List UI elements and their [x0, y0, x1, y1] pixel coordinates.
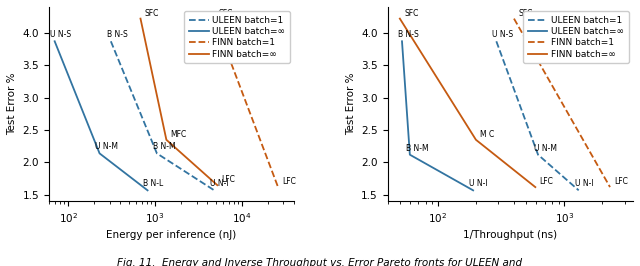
- Text: SFC: SFC: [518, 9, 532, 18]
- Text: B N-M: B N-M: [153, 142, 175, 151]
- ULEEN batch=∞: [398, 40, 406, 43]
- FINN batch=∞: [472, 138, 480, 142]
- ULEEN batch=∞: [144, 189, 152, 192]
- Line: ULEEN batch=∞: ULEEN batch=∞: [402, 41, 473, 190]
- FINN batch=∞: [137, 17, 145, 20]
- Legend: ULEEN batch=1, ULEEN batch=∞, FINN batch=1, FINN batch=∞: ULEEN batch=1, ULEEN batch=∞, FINN batch…: [184, 11, 290, 63]
- Y-axis label: Test Error %: Test Error %: [346, 73, 356, 135]
- FINN batch=∞: [396, 17, 404, 20]
- Text: B N-S: B N-S: [107, 30, 127, 39]
- Text: B N-M: B N-M: [406, 144, 428, 152]
- FINN batch=∞: [214, 184, 221, 187]
- FINN batch=∞: [531, 185, 539, 189]
- Text: U N-M: U N-M: [95, 142, 118, 151]
- Legend: ULEEN batch=1, ULEEN batch=∞, FINN batch=1, FINN batch=∞: ULEEN batch=1, ULEEN batch=∞, FINN batch…: [523, 11, 628, 63]
- Text: LFC: LFC: [282, 177, 296, 186]
- ULEEN batch=1: [153, 152, 161, 155]
- Text: U N-l: U N-l: [469, 179, 488, 188]
- Line: FINN batch=∞: FINN batch=∞: [141, 19, 218, 185]
- Line: ULEEN batch=∞: ULEEN batch=∞: [54, 41, 148, 190]
- Text: U N-l: U N-l: [210, 179, 228, 188]
- X-axis label: Energy per inference (nJ): Energy per inference (nJ): [106, 230, 237, 240]
- ULEEN batch=∞: [96, 152, 104, 155]
- Text: U N-l: U N-l: [575, 179, 593, 188]
- ULEEN batch=1: [211, 189, 218, 192]
- Text: B N-L: B N-L: [143, 179, 164, 188]
- ULEEN batch=∞: [51, 40, 58, 43]
- Text: LFC: LFC: [221, 175, 236, 184]
- Text: SFC: SFC: [145, 9, 159, 18]
- FINN batch=∞: [163, 138, 170, 142]
- Line: FINN batch=∞: FINN batch=∞: [400, 19, 535, 187]
- Text: U N-S: U N-S: [492, 30, 513, 39]
- ULEEN batch=∞: [406, 153, 413, 156]
- Text: SFC: SFC: [404, 9, 419, 18]
- Text: LFC: LFC: [540, 177, 554, 186]
- Line: ULEEN batch=1: ULEEN batch=1: [111, 41, 214, 190]
- Text: MFC: MFC: [170, 130, 187, 139]
- ULEEN batch=1: [575, 189, 582, 192]
- Text: Fig. 11.  Energy and Inverse Throughput vs. Error Pareto fronts for ULEEN and: Fig. 11. Energy and Inverse Throughput v…: [117, 258, 523, 266]
- ULEEN batch=1: [534, 153, 542, 156]
- Text: B N-S: B N-S: [398, 30, 419, 39]
- Text: U N-S: U N-S: [51, 30, 72, 39]
- Text: M C: M C: [480, 130, 494, 139]
- Text: SFC: SFC: [218, 9, 233, 18]
- Text: U N-M: U N-M: [534, 144, 557, 152]
- Y-axis label: Test Error %: Test Error %: [7, 73, 17, 135]
- Line: ULEEN batch=1: ULEEN batch=1: [497, 41, 579, 190]
- ULEEN batch=∞: [469, 189, 477, 192]
- Text: LFC: LFC: [614, 177, 628, 186]
- ULEEN batch=1: [107, 40, 115, 43]
- ULEEN batch=1: [493, 40, 500, 43]
- X-axis label: 1/Throughput (ns): 1/Throughput (ns): [463, 230, 557, 240]
